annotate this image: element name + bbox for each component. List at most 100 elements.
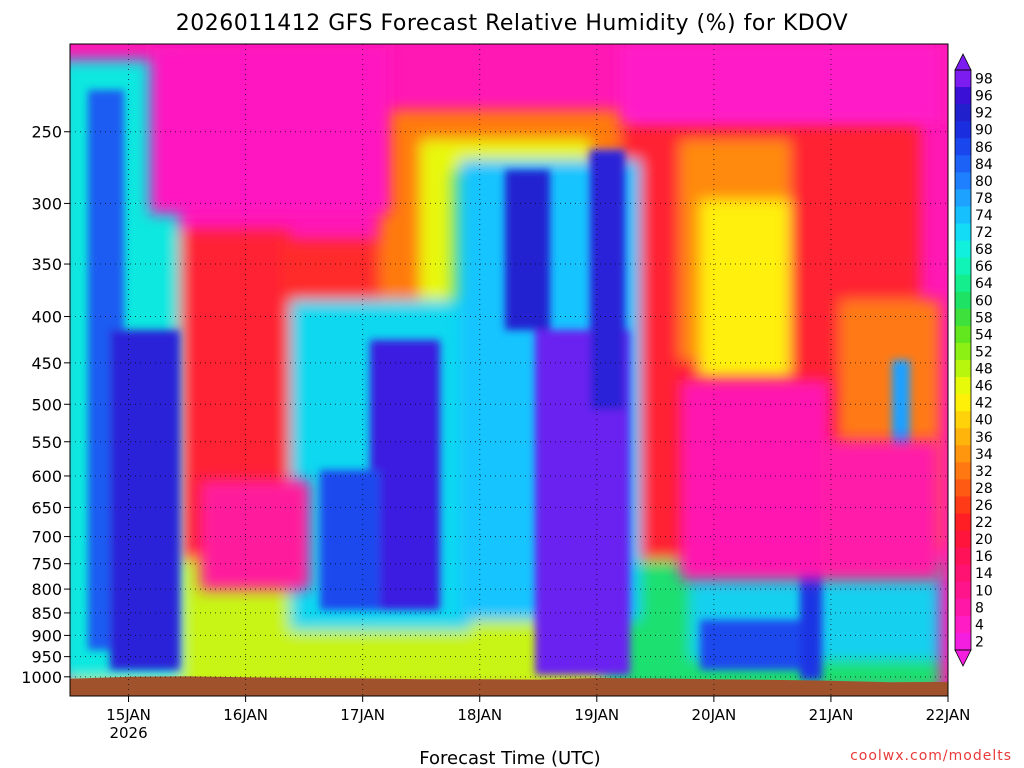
x-tick-label: 18JAN (457, 706, 502, 724)
colorbar-swatch (955, 325, 971, 344)
colorbar-swatch (955, 564, 971, 583)
y-tick-label: 800 (31, 580, 62, 599)
colorbar-swatch (955, 291, 971, 310)
colorbar-swatch (955, 87, 971, 105)
colorbar-label: 10 (975, 583, 993, 599)
y-tick-label: 600 (31, 467, 62, 486)
colorbar-label: 96 (975, 89, 993, 105)
x-axis: 15JAN 16JAN 17JAN 18JAN 19JAN 20JAN 21JAN 22JAN (106, 696, 970, 724)
colorbar-label: 66 (975, 259, 993, 275)
patch-magenta-2 (620, 44, 940, 124)
colorbar-label: 64 (975, 276, 993, 292)
colorbar-swatch (955, 479, 971, 498)
colorbar-swatch (955, 547, 971, 566)
core-blue-7 (800, 565, 822, 680)
x-tick-label: 22JAN (926, 706, 971, 724)
colorbar-swatch (955, 496, 971, 515)
moist-cores (88, 90, 910, 680)
colorbar-label: 4 (975, 617, 984, 633)
colorbar-label: 78 (975, 191, 993, 207)
colorbar-swatch (955, 121, 971, 139)
y-tick-label: 900 (31, 626, 62, 645)
plot-area (70, 44, 948, 696)
colorbar-label: 58 (975, 310, 993, 326)
colorbar-label: 46 (975, 379, 993, 395)
colorbar-swatch (955, 342, 971, 361)
y-tick-label: 250 (31, 123, 62, 142)
colorbar-swatch (955, 462, 971, 481)
colorbar-label: 36 (975, 430, 993, 446)
grid-lines (70, 44, 948, 696)
chart-title: 2026011412 GFS Forecast Relative Humidit… (176, 11, 848, 36)
colorbar-swatch (955, 581, 971, 600)
x-tick-label: 21JAN (809, 706, 854, 724)
core-blue-2 (110, 330, 180, 670)
colorbar-swatch (955, 394, 971, 412)
colorbar-label: 42 (975, 396, 993, 412)
colorbar-swatch (955, 223, 971, 242)
colorbar-label: 8 (975, 600, 984, 616)
y-tick-label: 550 (31, 433, 62, 452)
colorbar-label: 52 (975, 345, 993, 361)
colorbar-swatch (955, 360, 971, 378)
colorbar-label: 72 (975, 225, 993, 241)
colorbar-label: 98 (975, 72, 993, 88)
y-tick-label: 700 (31, 528, 62, 547)
colorbar-label: 90 (975, 123, 993, 139)
patch-magenta-4 (200, 480, 310, 590)
y-tick-label: 650 (31, 498, 62, 517)
field-yellow-2 (700, 200, 790, 380)
x-tick-label: 20JAN (691, 706, 736, 724)
colorbar-label: 92 (975, 106, 993, 122)
x-tick-label: 15JAN (106, 706, 151, 724)
patch-magenta-1 (150, 44, 390, 214)
colorbar-swatch (955, 377, 971, 395)
colorbar-label: 2 (975, 635, 984, 651)
colorbar-swatch (955, 138, 971, 156)
colorbar-label: 84 (975, 157, 993, 173)
colorbar-swatch (955, 104, 971, 122)
core-blue-6 (590, 150, 625, 410)
y-tick-label: 950 (31, 648, 62, 667)
y-tick-label: 750 (31, 555, 62, 574)
y-tick-label: 1000 (21, 668, 62, 687)
colorbar-label: 68 (975, 242, 993, 258)
colorbar-swatch (955, 172, 971, 191)
colorbar-label: 34 (975, 447, 993, 463)
core-blue-9 (892, 360, 910, 450)
colorbar-swatch (955, 308, 971, 327)
y-tick-label: 500 (31, 395, 62, 414)
y-axis: 250 300 350 400 450 500 550 600 650 700 750 800 850 9… (21, 123, 70, 687)
x-tick-label: 16JAN (223, 706, 268, 724)
x-tick-label: 19JAN (574, 706, 619, 724)
patch-magenta-3 (680, 380, 830, 580)
colorbar-swatch (955, 257, 971, 276)
colorbar-swatch (955, 513, 971, 532)
credit-text: coolwx.com/modelts (850, 748, 1012, 764)
colorbar-label: 20 (975, 532, 993, 548)
y-tick-label: 400 (31, 308, 62, 327)
colorbar-swatch (955, 598, 971, 617)
x-axis-label: Forecast Time (UTC) (419, 748, 600, 768)
y-tick-label: 450 (31, 354, 62, 373)
colorbar-label: 14 (975, 566, 993, 582)
colorbar-label: 16 (975, 549, 993, 565)
colorbar-label: 60 (975, 293, 993, 309)
colorbar-swatch (955, 240, 971, 259)
core-blue-5 (505, 170, 550, 330)
colorbar-label: 26 (975, 498, 993, 514)
colorbar-swatch (955, 428, 971, 446)
colorbar-label: 54 (975, 327, 993, 343)
core-blue-8 (700, 620, 800, 670)
colorbar-swatch (955, 189, 971, 208)
colorbar-label: 22 (975, 515, 993, 531)
colorbar-swatch (955, 615, 971, 634)
colorbar: 9896929086848078747268666460585452484642… (954, 53, 993, 667)
x-axis-year: 2026 (109, 724, 147, 742)
colorbar-swatch (955, 206, 971, 225)
colorbar-swatch (955, 445, 971, 463)
colorbar-label: 86 (975, 140, 993, 156)
y-tick-label: 350 (31, 255, 62, 274)
colorbar-swatch (955, 155, 971, 173)
